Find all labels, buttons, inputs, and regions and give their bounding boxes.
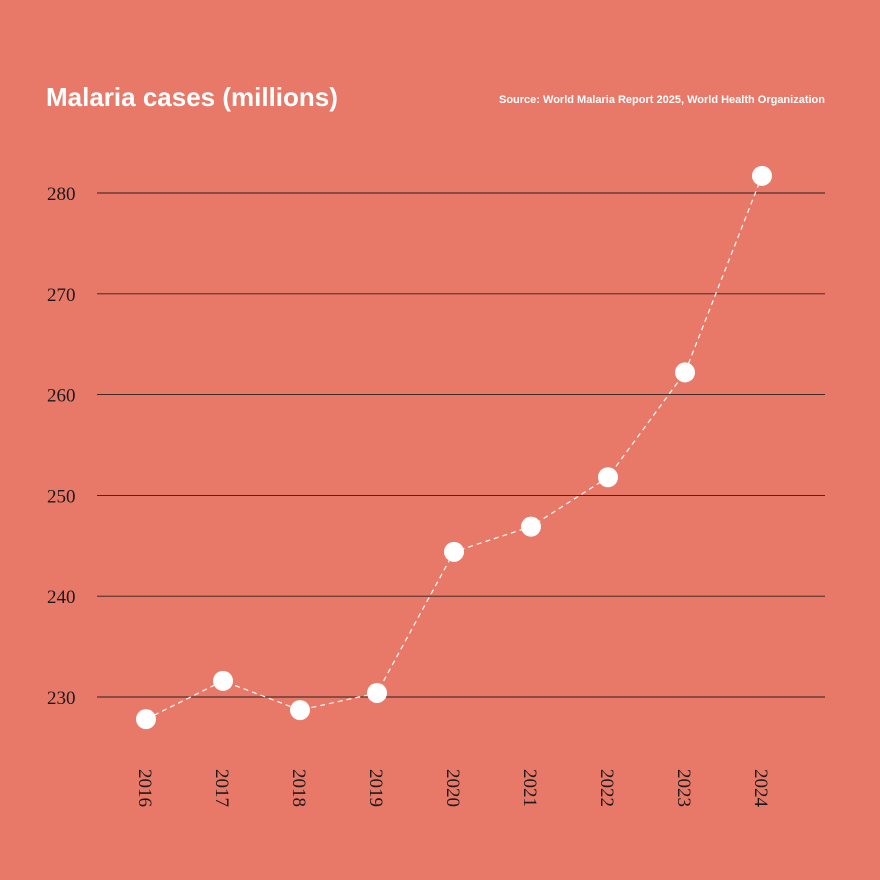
source-note: Source: World Malaria Report 2025, World… — [499, 94, 825, 106]
series-line — [145, 175, 763, 720]
y-tick-label-250: 250 — [47, 486, 76, 507]
x-tick-label-2018: 2018 — [288, 769, 309, 807]
x-tick-label-2016: 2016 — [134, 769, 155, 807]
x-axis-ticks: 2016 2017 2018 2019 2020 2021 2022 2023 2024 — [134, 769, 771, 808]
data-point-2021 — [521, 516, 541, 537]
gridlines — [97, 192, 825, 698]
x-tick-label-2019: 2019 — [365, 769, 386, 807]
x-tick-label-2024: 2024 — [750, 769, 771, 808]
y-tick-label-280: 280 — [47, 184, 76, 205]
data-point-2018 — [290, 700, 310, 721]
y-tick-label-230: 230 — [47, 688, 76, 709]
x-tick-label-2017: 2017 — [211, 769, 232, 807]
y-axis-ticks: 230 240 250 260 270 280 — [47, 184, 76, 709]
data-point-2017 — [213, 670, 233, 691]
data-point-2020 — [444, 541, 464, 562]
data-point-2019 — [367, 682, 387, 703]
x-tick-label-2022: 2022 — [596, 769, 617, 807]
y-tick-label-260: 260 — [47, 386, 76, 407]
chart-title: Malaria cases (millions) — [46, 82, 338, 112]
series-line-group — [145, 175, 763, 720]
series-points — [136, 165, 772, 730]
y-tick-label-270: 270 — [47, 285, 76, 306]
data-point-2022 — [598, 467, 618, 488]
x-tick-label-2020: 2020 — [442, 769, 463, 807]
data-point-2023 — [675, 362, 695, 383]
x-tick-label-2023: 2023 — [673, 769, 694, 807]
data-point-2016 — [136, 709, 156, 730]
data-point-2024 — [752, 165, 772, 186]
x-tick-label-2021: 2021 — [519, 769, 540, 807]
y-tick-label-240: 240 — [47, 587, 76, 608]
